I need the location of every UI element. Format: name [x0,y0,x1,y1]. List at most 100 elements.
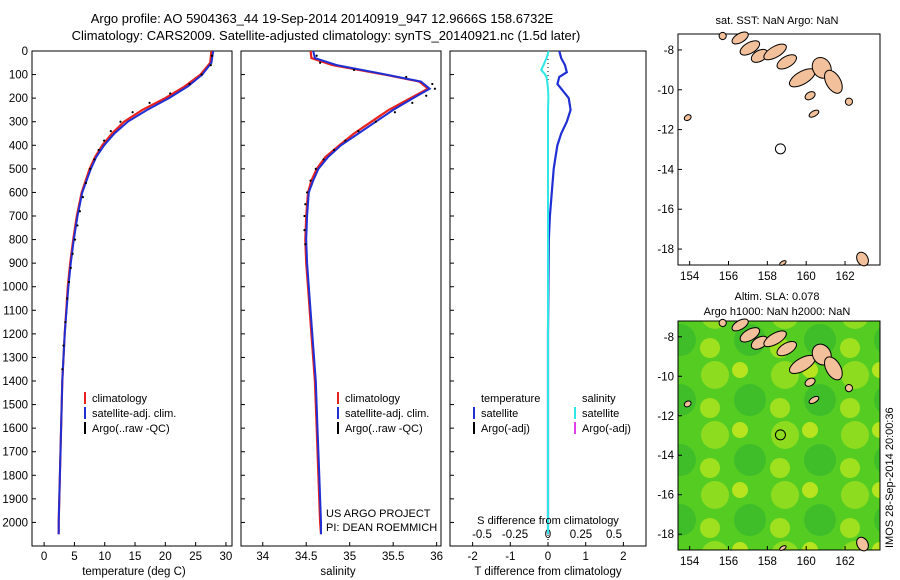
argo-point [411,101,414,104]
depth-tick-label: 1300 [2,352,28,364]
lat-tick-label: -14 [657,164,674,176]
sst-map-coastline [683,31,869,267]
lon-tick-label: 162 [835,271,854,283]
x-tick-label: 36 [430,551,443,563]
depth-tick-label: 500 [9,164,28,176]
argo-point [62,344,65,347]
legend-label-s-satellite: satellite [582,408,619,420]
depth-tick-label: 1000 [2,282,28,294]
depth-tick-label: 300 [9,117,28,129]
island [718,31,727,41]
argo-point [131,111,134,114]
legend-label-argo: Argo(..raw -QC) [92,423,170,435]
lon-tick-label: 162 [835,556,854,568]
argo-point [309,179,312,182]
argo-point [61,368,64,371]
series-line-salinity-satellite [540,50,550,535]
argo-point [344,139,347,142]
legend-label-climatology: climatology [92,393,148,405]
argo-point [64,320,67,324]
x-tick-label: 34.5 [295,551,317,563]
x-tick-label: 25 [189,551,202,563]
temperature-xlabel: temperature (deg C) [82,566,186,578]
x-tick-label: 1 [582,551,588,563]
island [844,97,854,106]
depth-tick-label: 2000 [2,517,28,529]
argo-point [425,94,428,97]
series-line-climatology [304,50,430,535]
temperature-x-axis: 0 5 10 15 20 25 30 [41,542,232,563]
legend-label-satellite: satellite-adj. clim. [92,408,176,420]
island [776,54,798,70]
depth-tick-label: 700 [9,211,28,223]
difference-x-axis: -2 -1 0 1 2 [467,542,627,563]
depth-tick-label: 1600 [2,423,28,435]
salinity-x-axis: 34 34.5 35 35.5 36 [256,542,443,563]
x-tick-label: 5 [71,551,77,563]
sla-map-axes: -8 -10 -12 -14 -16 -18 154 156 158 160 162 [657,332,854,568]
argo-point [209,64,212,67]
x-tick-label: 35.5 [382,551,404,563]
temperature-series [57,50,215,535]
legend-heading-temperature: temperature [481,393,540,405]
argo-point [352,68,356,71]
lon-tick-label: 158 [758,271,777,283]
depth-tick-label: 400 [9,140,28,152]
legend-label-s-argo: Argo(-adj) [582,423,631,435]
argo-point [315,54,318,57]
lat-tick-label: -10 [657,85,674,97]
x-tick-label: 10 [98,551,111,563]
argo-point [303,214,306,218]
lat-tick-label: -18 [657,244,674,256]
temperature-legend: climatology satellite-adj. clim. Argo(..… [84,392,176,435]
island [856,536,869,552]
argo-point [303,229,306,232]
top-tick-label: 0.5 [606,529,622,541]
argo-point [405,75,408,79]
sla-map-field [677,320,881,551]
difference-top-label: S difference from climatology [477,515,619,527]
argo-point [200,73,203,76]
island [731,318,749,332]
legend-heading-salinity: salinity [582,393,616,405]
lon-tick-label: 160 [797,271,816,283]
argo-point [89,167,92,170]
top-tick-label: 0.25 [570,529,592,541]
argo-point [314,167,317,170]
depth-tick-label: 900 [9,258,28,270]
depth-tick-label: 600 [9,187,28,199]
x-tick-label: 30 [220,551,233,563]
lon-tick-label: 156 [719,271,738,283]
island [739,40,761,56]
depth-tick-label: 1900 [2,494,28,506]
legend-label-t-argo: Argo(-adj) [481,423,530,435]
legend-label-satellite: satellite-adj. clim. [345,408,429,420]
island [856,251,869,267]
x-tick-label: -1 [505,551,515,563]
depth-tick-label: 100 [9,70,28,82]
argo-point [69,266,72,269]
lat-tick-label: -12 [657,411,674,423]
argo-point [67,280,71,284]
difference-legend: temperature satellite Argo(-adj) salinit… [473,393,631,435]
argo-point [93,158,96,161]
argo-point [97,148,100,152]
argo-point [319,61,322,64]
island [718,318,727,328]
x-tick-label: 35 [343,551,356,563]
sst-map-area [677,33,881,266]
lat-tick-label: -16 [657,204,674,216]
salinity-legend: climatology satellite-adj. clim. Argo(..… [337,392,429,435]
pi-annotation: PI: DEAN ROEMMICH [326,522,437,534]
argo-point [357,130,360,133]
island [844,384,854,393]
island [683,400,692,408]
lon-tick-label: 156 [719,556,738,568]
argo-point [304,243,307,246]
sst-map-axes: -8 -10 -12 -14 -16 -18 154 156 158 160 162 [657,45,854,283]
x-tick-label: 0 [41,551,47,563]
argo-point [81,196,85,199]
lat-tick-label: -14 [657,450,674,462]
difference-xlabel: T difference from climatology [474,566,621,578]
argo-position-marker [774,429,786,441]
